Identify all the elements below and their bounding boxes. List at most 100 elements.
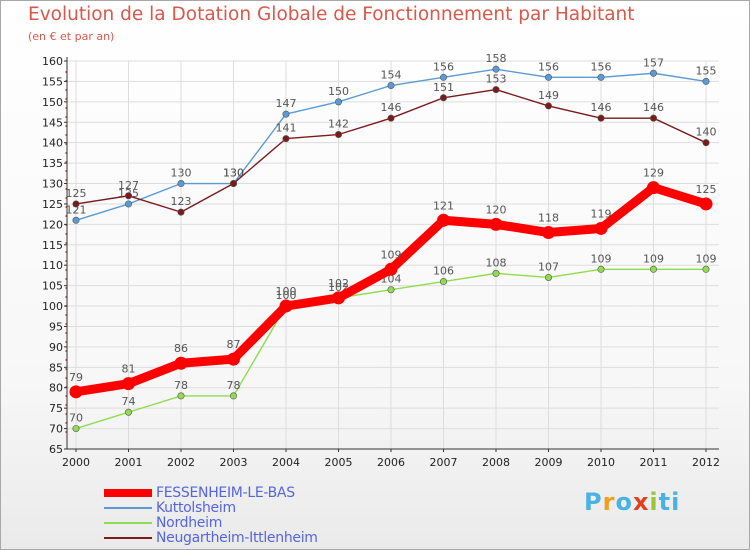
x-tick-label: 2006 [377,456,405,469]
data-point [492,65,500,73]
data-label: 140 [696,126,717,139]
data-point [647,181,660,195]
data-point [387,286,395,294]
y-tick-label: 100 [42,300,63,313]
data-label: 146 [381,101,402,114]
data-label: 109 [696,252,717,265]
data-point [702,139,710,147]
data-point [282,110,290,118]
data-point [177,208,185,216]
legend-label: Nordheim [156,515,223,531]
data-point [334,98,342,106]
data-label: 81 [122,363,136,376]
y-tick-label: 160 [42,55,63,68]
x-tick-label: 2012 [692,456,720,469]
data-point [125,192,133,200]
data-label: 108 [486,256,507,269]
chart-title: Evolution de la Dotation Globale de Fonc… [28,4,635,25]
data-label: 130 [223,167,244,180]
legend-item: Neugartheim-Ittlenheim [104,530,364,546]
x-tick-label: 2010 [587,456,615,469]
y-tick-label: 125 [42,198,63,211]
y-tick-label: 95 [49,320,63,333]
data-point [334,131,342,139]
data-label: 79 [69,371,83,384]
data-point [387,114,395,122]
legend: FESSENHEIM-LE-BAS Kuttolsheim Nordheim Neug… [104,485,364,546]
legend-label: FESSENHEIM-LE-BAS [156,485,295,501]
legend-item: Nordheim [104,515,364,531]
data-label: 107 [538,260,559,273]
data-label: 74 [122,395,136,408]
proxiti-logo: Proxiti [584,488,680,516]
data-point [702,77,710,85]
data-point [597,73,605,81]
data-point [387,82,395,90]
data-label: 109 [643,252,664,265]
data-point [489,217,503,231]
data-point [125,408,133,416]
data-point [597,265,605,273]
data-label: 86 [174,342,188,355]
data-label: 130 [171,167,192,180]
data-label: 146 [643,101,664,114]
data-point [282,135,290,143]
y-tick-label: 145 [42,116,63,129]
logo-letter: t [658,488,672,516]
data-point [177,392,185,400]
line-chart: 6570758085909510010511011512012513013514… [42,52,720,469]
y-tick-label: 115 [42,239,63,252]
data-label: 153 [486,73,507,86]
data-label: 109 [381,248,402,261]
legend-swatch [104,489,152,497]
data-label: 142 [328,118,349,131]
data-point [649,69,657,77]
data-point [72,200,80,208]
x-tick-label: 2000 [62,456,90,469]
y-tick-label: 140 [42,137,63,150]
data-label: 157 [643,56,664,69]
data-label: 156 [433,60,454,73]
data-label: 78 [227,379,241,392]
y-tick-label: 155 [42,75,63,88]
legend-swatch [104,507,152,509]
data-point [122,377,135,391]
data-point [702,265,710,273]
data-label: 155 [696,64,717,77]
data-label: 154 [381,69,402,82]
data-label: 123 [171,195,192,208]
data-label: 150 [328,85,349,98]
data-point [72,425,80,433]
data-label: 127 [118,179,139,192]
y-tick-label: 65 [49,443,63,456]
data-point [439,73,447,81]
legend-item: Kuttolsheim [104,500,364,516]
data-label: 106 [433,265,454,278]
data-point [227,352,240,366]
x-tick-label: 2003 [220,456,248,469]
data-point [279,299,293,313]
x-tick-label: 2002 [167,456,195,469]
data-label: 125 [66,187,87,200]
x-tick-label: 2009 [535,456,563,469]
x-tick-label: 2008 [482,456,510,469]
x-tick-label: 2004 [272,456,300,469]
y-tick-label: 135 [42,157,63,170]
data-point [230,392,238,400]
data-point [174,356,188,370]
data-label: 109 [591,252,612,265]
legend-item: FESSENHEIM-LE-BAS [104,485,364,501]
data-point [699,197,713,211]
data-label: 100 [276,285,297,298]
data-label: 147 [276,97,297,110]
y-tick-label: 120 [42,218,63,231]
data-point [332,291,345,305]
data-point [69,385,83,399]
data-label: 141 [276,122,297,135]
legend-swatch [104,522,152,524]
x-tick-label: 2001 [115,456,143,469]
data-point [597,114,605,122]
data-label: 156 [591,60,612,73]
data-label: 158 [486,52,507,65]
